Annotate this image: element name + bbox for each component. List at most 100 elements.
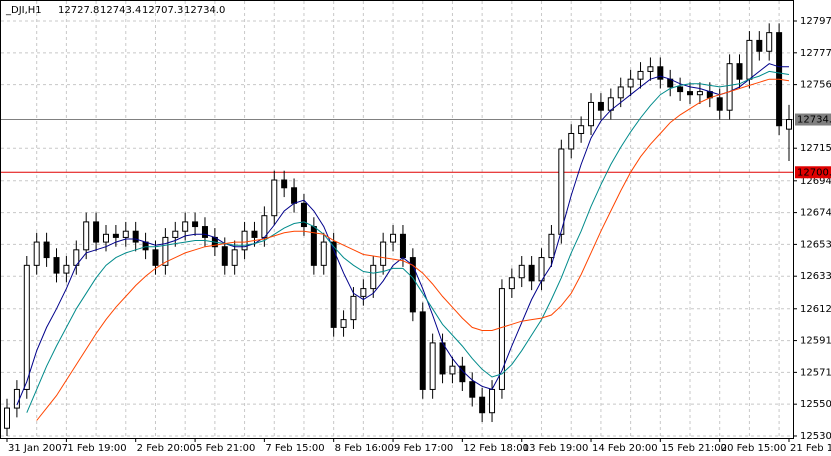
candle-body [53,257,60,274]
x-tick-label: 20 Feb 15:00 [721,443,787,454]
candle-body [786,119,792,130]
candle-body [766,32,773,52]
candle-body [419,311,426,390]
x-tick-label: 14 Feb 20:00 [592,443,658,454]
candle-body [548,233,555,259]
candle-body [182,221,189,232]
y-tick-label: 12715.5 [800,143,831,154]
candle-body [399,233,406,259]
candle-body [558,148,565,235]
x-tick-label: 15 Feb 21:00 [661,443,727,454]
price-line-box [795,113,831,126]
candle-body [657,66,664,80]
candle-body [479,396,486,414]
ohlc-label: 12727.8 [58,5,99,16]
candle-body [4,407,10,429]
y-tick-label: 12633.0 [800,271,831,282]
candle-body [122,230,129,238]
candle-body [291,187,298,204]
y-tick-label: 12694.5 [800,176,831,187]
candle-body [261,215,268,238]
candle-body [102,233,109,243]
candle-body [350,295,357,321]
candle-body [390,233,397,243]
candle-body [241,230,248,251]
candle-body [231,249,238,266]
x-tick-label: 12 Feb 18:00 [463,443,529,454]
y-tick-label: 12591.5 [800,336,831,347]
candle-body [508,277,515,290]
candle-body [489,388,496,414]
x-tick-label: 13 Feb 19:00 [523,443,589,454]
candle-body [23,264,30,390]
candle-body [13,388,20,409]
candle-body [281,179,288,189]
candle-body [459,365,466,383]
candle-body [617,86,624,99]
candle-body [449,365,456,375]
ma-line [36,78,790,421]
candle-body [726,63,733,111]
y-tick-label: 12756.5 [800,80,831,91]
x-tick-label: 1 Feb 19:00 [67,443,126,454]
x-tick-label: 2 Feb 20:00 [137,443,196,454]
candle-body [300,202,307,228]
ma-line [16,63,789,406]
y-tick-label: 12797.5 [800,16,831,27]
x-tick-label: 5 Feb 21:00 [196,443,255,454]
ohlc-label: 12707.3 [142,5,183,16]
candle-body [152,249,159,266]
candle-body [439,342,446,375]
candle-body [528,264,535,282]
candle-body [192,221,199,228]
candle-body [83,221,90,251]
candle-body [637,70,644,80]
candle-body [627,78,634,88]
candle-body [518,264,525,279]
x-tick-label: 8 Feb 16:00 [335,443,394,454]
ma-line [26,70,790,413]
candle-body [221,246,228,266]
candle-body [251,230,258,238]
candle-body [578,125,585,134]
candle-body [201,226,208,238]
y-tick-label: 12550.5 [800,399,831,410]
level-line-label: 12700.0 [797,167,831,178]
ohlc-label: 12743.4 [100,5,141,16]
candle-body [469,381,476,398]
candle-body [736,63,743,80]
y-tick-label: 12530.0 [800,431,831,442]
candle-body [63,264,70,274]
candle-body [588,101,595,127]
level-line-box [795,166,831,179]
candle-body [746,39,753,80]
chart-title: _DJI,H1 [5,5,42,16]
candle-body [409,257,416,313]
candle-body [429,342,436,390]
candle-body [696,91,703,96]
candle-body [43,241,50,259]
y-tick-label: 12674.0 [800,208,831,219]
candle-body [380,241,387,266]
candle-body [271,179,278,217]
x-tick-label: 7 Feb 15:00 [265,443,324,454]
x-tick-label: 31 Jan 2007 [8,443,68,454]
candle-body [716,97,723,111]
candle-body [677,86,684,93]
candle-body [330,241,337,328]
candle-body [647,66,654,72]
x-tick-label: 21 Feb 16:00 [790,443,831,454]
candle-body [597,101,604,111]
candle-body [340,319,347,328]
y-tick-label: 12653.5 [800,239,831,250]
y-tick-label: 12777.0 [800,48,831,59]
y-tick-label: 12571.0 [800,367,831,378]
candle-body [172,230,179,238]
ohlc-label: 12734.0 [184,5,225,16]
candle-body [360,288,367,297]
y-tick-label: 12612.0 [800,304,831,315]
candle-body [33,241,40,266]
candle-body [320,241,327,266]
